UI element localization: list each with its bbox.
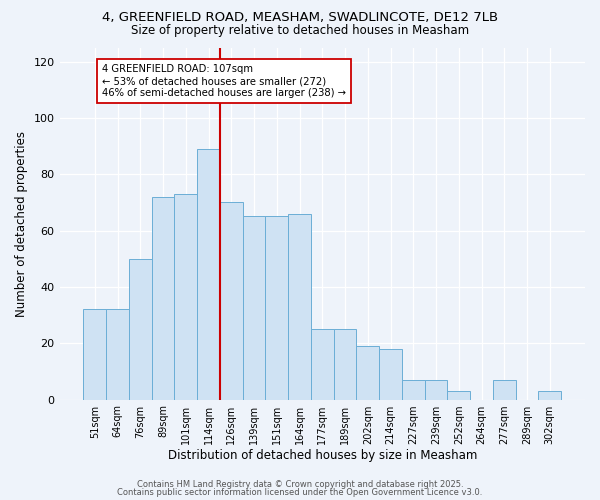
Bar [152,197,175,400]
Bar [356,346,379,400]
Bar [288,214,311,400]
Bar [334,329,356,400]
Text: Size of property relative to detached houses in Measham: Size of property relative to detached ho… [131,24,469,37]
Bar [402,380,425,400]
Bar [265,216,288,400]
Bar [83,310,106,400]
Bar [311,329,334,400]
Bar [197,149,220,400]
Bar [220,202,242,400]
X-axis label: Distribution of detached houses by size in Measham: Distribution of detached houses by size … [167,450,477,462]
Bar [175,194,197,400]
Bar [448,391,470,400]
Text: 4, GREENFIELD ROAD, MEASHAM, SWADLINCOTE, DE12 7LB: 4, GREENFIELD ROAD, MEASHAM, SWADLINCOTE… [102,11,498,24]
Bar [493,380,515,400]
Bar [379,349,402,400]
Text: Contains public sector information licensed under the Open Government Licence v3: Contains public sector information licen… [118,488,482,497]
Text: Contains HM Land Registry data © Crown copyright and database right 2025.: Contains HM Land Registry data © Crown c… [137,480,463,489]
Text: 4 GREENFIELD ROAD: 107sqm
← 53% of detached houses are smaller (272)
46% of semi: 4 GREENFIELD ROAD: 107sqm ← 53% of detac… [101,64,346,98]
Y-axis label: Number of detached properties: Number of detached properties [15,130,28,316]
Bar [538,391,561,400]
Bar [106,310,129,400]
Bar [129,259,152,400]
Bar [425,380,448,400]
Bar [242,216,265,400]
